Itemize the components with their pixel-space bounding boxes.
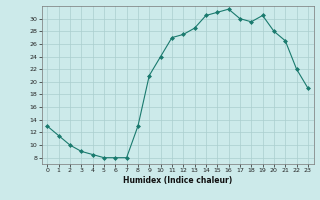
- X-axis label: Humidex (Indice chaleur): Humidex (Indice chaleur): [123, 176, 232, 185]
